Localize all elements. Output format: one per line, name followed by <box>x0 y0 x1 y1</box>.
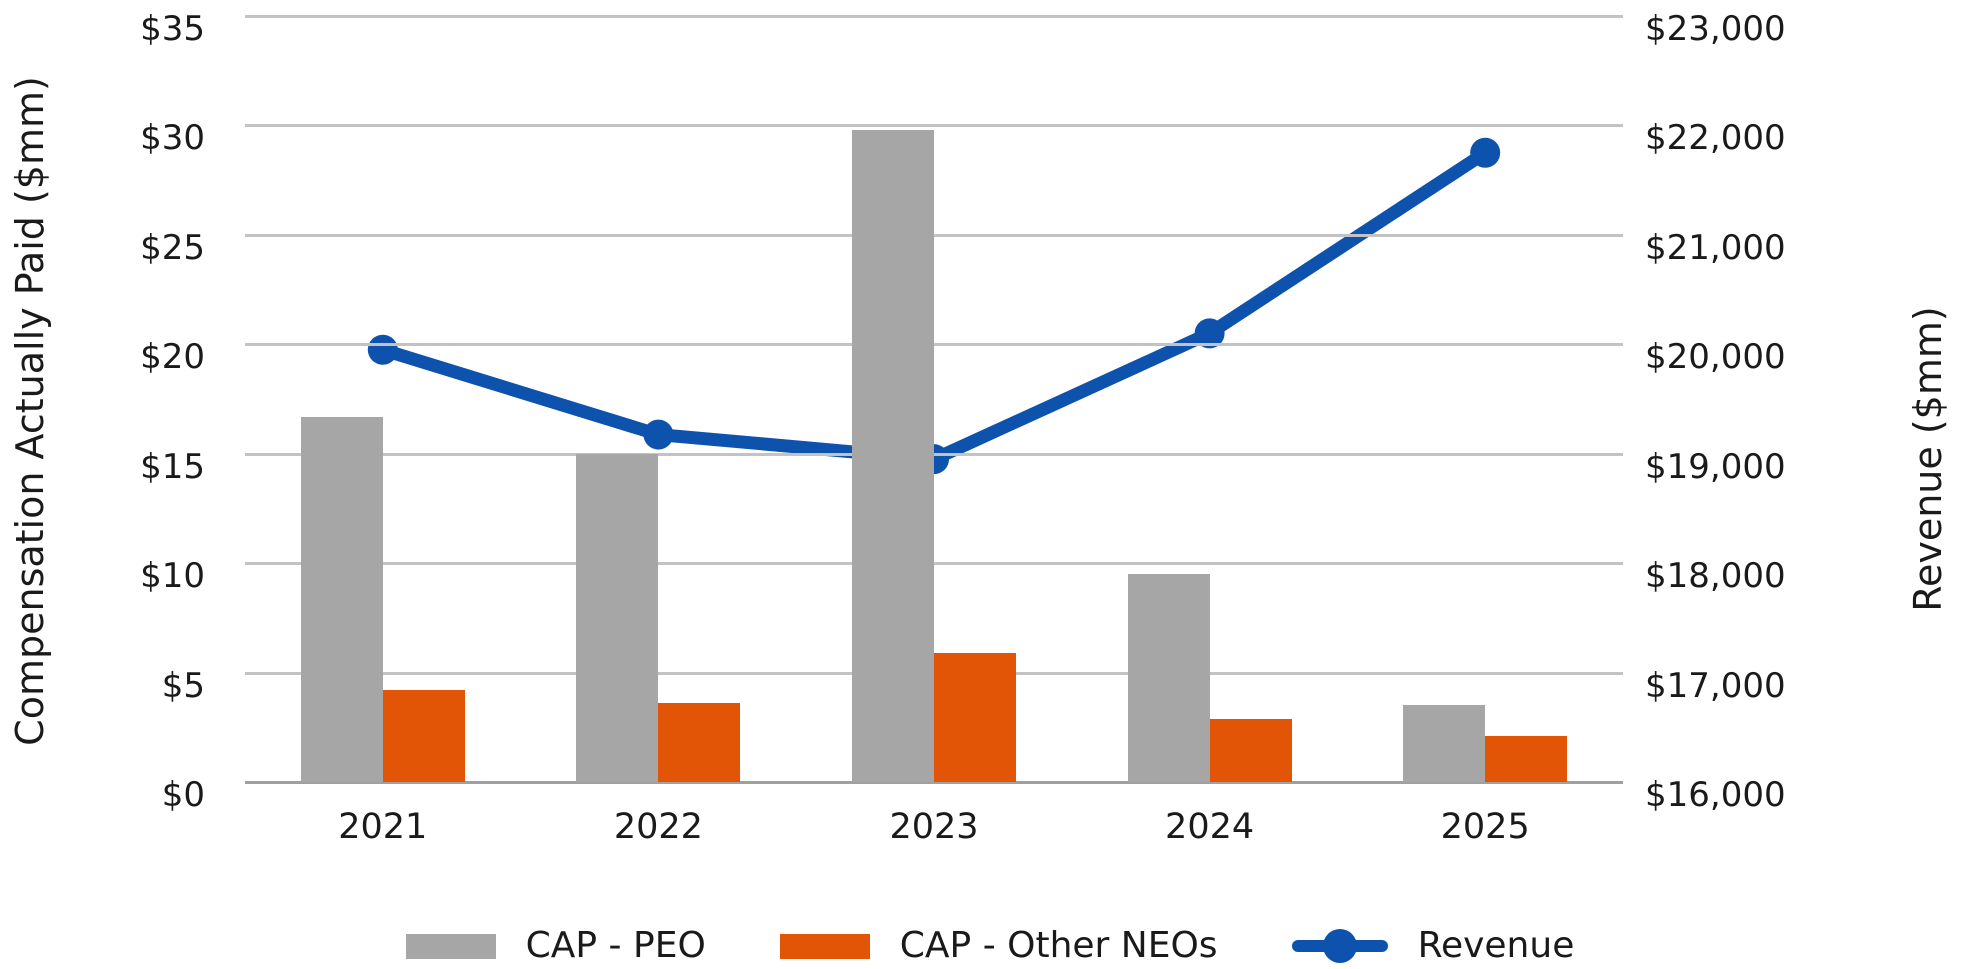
bar-cap-other-neos-2025 <box>1485 736 1568 782</box>
bar-cap-peo-2021 <box>300 416 383 782</box>
x-axis-label-2023: 2023 <box>889 807 979 847</box>
y-axis-tick-left-5: $5 <box>161 666 205 706</box>
bar-cap-peo-2024 <box>1127 574 1210 782</box>
gridline <box>245 562 1623 565</box>
revenue-marker-2021 <box>367 334 398 365</box>
cap-other-neos-bar-swatch-icon <box>779 933 870 959</box>
x-axis-label-2025: 2025 <box>1440 807 1530 847</box>
gridline <box>245 15 1623 18</box>
y-axis-tick-left-15: $15 <box>140 447 205 487</box>
legend-item-revenue: Revenue <box>1291 924 1575 968</box>
legend: CAP - PEO CAP - Other NEOs Revenue <box>0 915 1980 969</box>
y-axis-tick-left-20: $20 <box>140 337 205 377</box>
y-axis-tick-right-20-000: $20,000 <box>1645 337 1786 377</box>
legend-label-cap-other-neos: CAP - Other NEOs <box>899 925 1218 966</box>
y-axis-tick-left-30: $30 <box>140 118 205 158</box>
legend-label-revenue: Revenue <box>1417 925 1575 966</box>
bar-cap-peo-2025 <box>1403 705 1486 782</box>
revenue-marker-2024 <box>1194 318 1225 349</box>
bar-cap-other-neos-2023 <box>934 652 1016 782</box>
gridline <box>245 124 1623 127</box>
legend-label-cap-peo: CAP - PEO <box>525 925 706 966</box>
revenue-marker-2025 <box>1470 137 1501 168</box>
cap-peo-bar-swatch-icon <box>405 933 496 959</box>
y-axis-tick-left-0: $0 <box>161 775 205 815</box>
y-axis-tick-right-21-000: $21,000 <box>1645 228 1786 268</box>
x-axis-label-2022: 2022 <box>613 807 703 847</box>
x-axis-label-2021: 2021 <box>338 807 428 847</box>
y-axis-tick-left-35: $35 <box>140 9 205 49</box>
bar-cap-peo-2023 <box>852 129 934 782</box>
revenue-line-marker-swatch-icon <box>1291 927 1388 965</box>
bar-cap-other-neos-2022 <box>658 703 741 782</box>
bar-cap-other-neos-2024 <box>1209 718 1292 782</box>
y-axis-tick-right-17-000: $17,000 <box>1645 666 1786 706</box>
gridline <box>245 453 1623 456</box>
y-axis-tick-right-18-000: $18,000 <box>1645 556 1786 596</box>
y-axis-tick-left-25: $25 <box>140 228 205 268</box>
revenue-marker-2022 <box>643 419 674 450</box>
x-axis-line <box>245 781 1623 784</box>
bar-cap-other-neos-2021 <box>382 690 465 782</box>
gridline <box>245 343 1623 346</box>
gridline <box>245 234 1623 237</box>
y-axis-tick-right-19-000: $19,000 <box>1645 447 1786 487</box>
legend-item-cap-peo: CAP - PEO <box>405 924 706 968</box>
y-axis-tick-right-23-000: $23,000 <box>1645 9 1786 49</box>
bar-cap-peo-2022 <box>576 453 659 782</box>
y-axis-tick-left-10: $10 <box>140 556 205 596</box>
y-axis-tick-right-22-000: $22,000 <box>1645 118 1786 158</box>
y-axis-tick-right-16-000: $16,000 <box>1645 775 1786 815</box>
x-axis-label-2024: 2024 <box>1165 807 1255 847</box>
legend-item-cap-other-neos: CAP - Other NEOs <box>779 924 1218 968</box>
